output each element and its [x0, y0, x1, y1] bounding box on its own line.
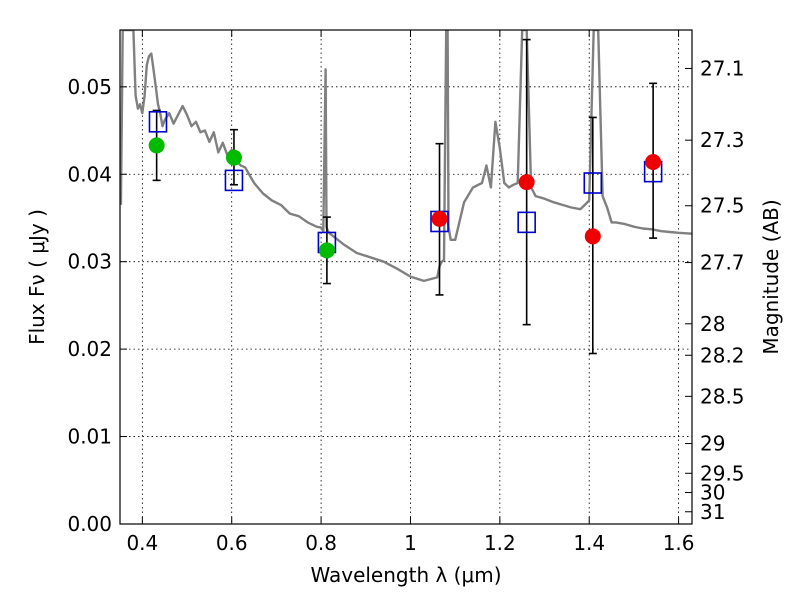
y2-tick-label: 30: [700, 481, 725, 505]
observed-point-group: [148, 137, 662, 259]
red-data-point: [645, 154, 662, 171]
x-tick-label: 1.2: [484, 531, 516, 555]
red-data-point: [518, 174, 535, 191]
red-data-point: [584, 228, 601, 245]
green-data-point: [148, 137, 165, 154]
y-tick-label: 0.05: [67, 75, 112, 99]
model-flux-square: [583, 172, 603, 194]
y-tick-label: 0.01: [67, 425, 112, 449]
y-axis-title: Flux Fν ( μJy ): [25, 209, 49, 345]
y2-tick-label: 28.2: [700, 343, 745, 367]
x-tick-label: 0.6: [216, 531, 248, 555]
y2-tick-label: 27.3: [700, 128, 745, 152]
y2-tick-label: 27.7: [700, 251, 745, 275]
plot-background: [120, 30, 692, 524]
y-tick-label: 0.03: [67, 250, 112, 274]
x-tick-label: 0.4: [126, 531, 158, 555]
y2-axis-title: Magnitude (AB): [759, 199, 783, 354]
x-axis-title: Wavelength λ (μm): [310, 563, 501, 587]
grid-lines: [120, 30, 692, 524]
template-sed-line: [120, 30, 692, 283]
y2-tick-label: 27.1: [700, 56, 745, 80]
y-tick-label: 0.00: [67, 512, 112, 536]
red-data-point: [431, 210, 448, 227]
x-tick-label: 1.6: [663, 531, 695, 555]
y2-tick-label: 27.5: [700, 194, 745, 218]
green-data-point: [225, 149, 242, 166]
y2-tick-label: 29: [700, 432, 725, 456]
model-flux-square: [224, 169, 244, 192]
y-tick-label: 0.02: [67, 337, 112, 361]
plot-frame: [119, 29, 693, 525]
y2-tick-label: 28: [700, 312, 725, 336]
x-tick-label: 1: [404, 531, 417, 555]
green-data-point: [318, 242, 335, 259]
model-flux-square: [517, 211, 536, 234]
y-tick-labels: 0.00 0.01 0.02 0.03 0.04 0.05: [67, 75, 112, 536]
template-sed-group: [120, 30, 692, 283]
x-tick-labels: 0.4 0.6 0.8 1 1.2 1.4 1.6: [126, 531, 694, 555]
y2-tick-label: 31: [700, 500, 725, 524]
model-flux-group: [148, 111, 663, 254]
y2-tick-label: 29.5: [700, 461, 745, 485]
x-tick-label: 0.8: [305, 531, 337, 555]
x-tick-label: 1.4: [573, 531, 605, 555]
tick-marks: [120, 30, 692, 525]
model-flux-square: [148, 111, 168, 133]
y-tick-label: 0.04: [67, 162, 112, 186]
y2-tick-label: 28.5: [700, 384, 745, 408]
